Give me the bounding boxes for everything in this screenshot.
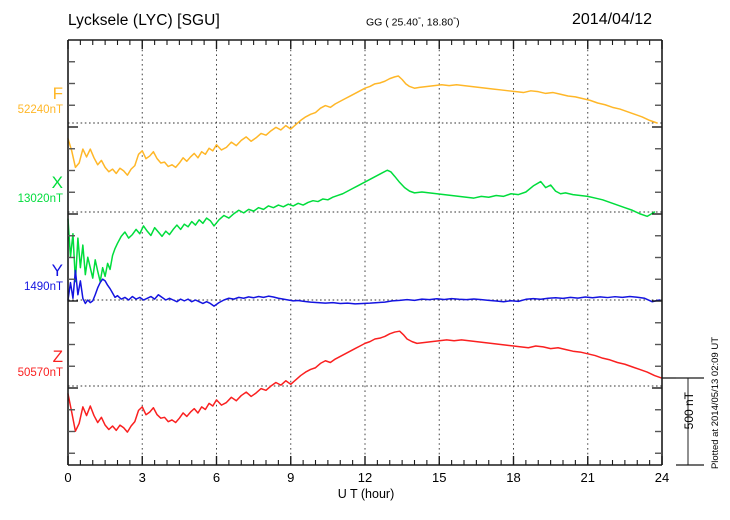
component-baseline-x: 13020nT bbox=[17, 193, 63, 205]
scale-bar-label: 500 nT bbox=[682, 392, 696, 430]
x-tick-label: 21 bbox=[580, 470, 595, 485]
component-baseline-y: 1490nT bbox=[23, 281, 63, 293]
observation-date: 2014/04/12 bbox=[572, 11, 653, 28]
axes-frame bbox=[67, 39, 663, 466]
x-tick-label: 15 bbox=[432, 470, 447, 485]
trace-layer bbox=[67, 75, 663, 433]
x-tick-label: 9 bbox=[287, 470, 295, 485]
geographic-coordinates: GG ( 25.40°, 18.80°) bbox=[366, 15, 460, 29]
component-symbol-y: Y bbox=[51, 261, 63, 280]
degree-symbol-lat: ° bbox=[417, 15, 421, 24]
plotted-timestamp: Plotted at 2014/05/13 02:09 UT bbox=[710, 337, 721, 470]
x-tick-label: 6 bbox=[212, 470, 221, 485]
component-label-y: Y 1490nT bbox=[24, 262, 63, 294]
component-label-x: X 13020nT bbox=[18, 174, 63, 206]
geo-lon-text: , 18.80 bbox=[420, 16, 454, 29]
component-symbol-x: X bbox=[51, 173, 63, 192]
x-tick-label: 12 bbox=[357, 470, 373, 485]
page-title: Lycksele (LYC) [SGU] bbox=[68, 12, 220, 29]
component-label-z: Z 50570nT bbox=[18, 348, 63, 380]
x-tick-label: 0 bbox=[64, 470, 72, 485]
component-symbol-z: Z bbox=[52, 347, 63, 366]
component-baseline-z: 50570nT bbox=[17, 367, 63, 379]
x-tick-label: 3 bbox=[138, 470, 146, 485]
component-label-f: F 52240nT bbox=[18, 85, 63, 117]
degree-symbol-lon: ° bbox=[453, 15, 457, 24]
x-tick-label: 24 bbox=[654, 470, 670, 485]
component-baseline-f: 52240nT bbox=[17, 104, 63, 116]
x-tick-label: 18 bbox=[506, 470, 521, 485]
grid-layer bbox=[68, 40, 662, 465]
x-axis-title: U T (hour) bbox=[337, 487, 395, 501]
geo-lat-text: GG ( 25.40 bbox=[366, 16, 418, 29]
component-symbol-f: F bbox=[52, 84, 63, 103]
geo-close-paren: ) bbox=[456, 16, 460, 29]
scale-bar bbox=[662, 377, 704, 466]
